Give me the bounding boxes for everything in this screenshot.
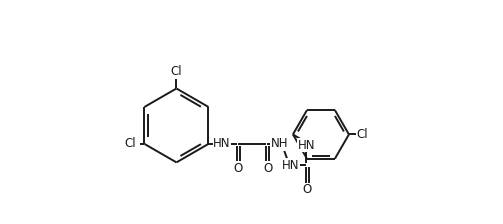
Text: O: O xyxy=(234,162,243,175)
Text: O: O xyxy=(263,162,272,175)
Text: HN: HN xyxy=(297,138,315,152)
Text: Cl: Cl xyxy=(171,65,182,78)
Text: HN: HN xyxy=(213,137,231,151)
Text: NH: NH xyxy=(271,137,288,151)
Text: O: O xyxy=(303,183,312,196)
Text: HN: HN xyxy=(282,159,300,172)
Text: Cl: Cl xyxy=(357,128,368,141)
Text: Cl: Cl xyxy=(124,137,136,151)
